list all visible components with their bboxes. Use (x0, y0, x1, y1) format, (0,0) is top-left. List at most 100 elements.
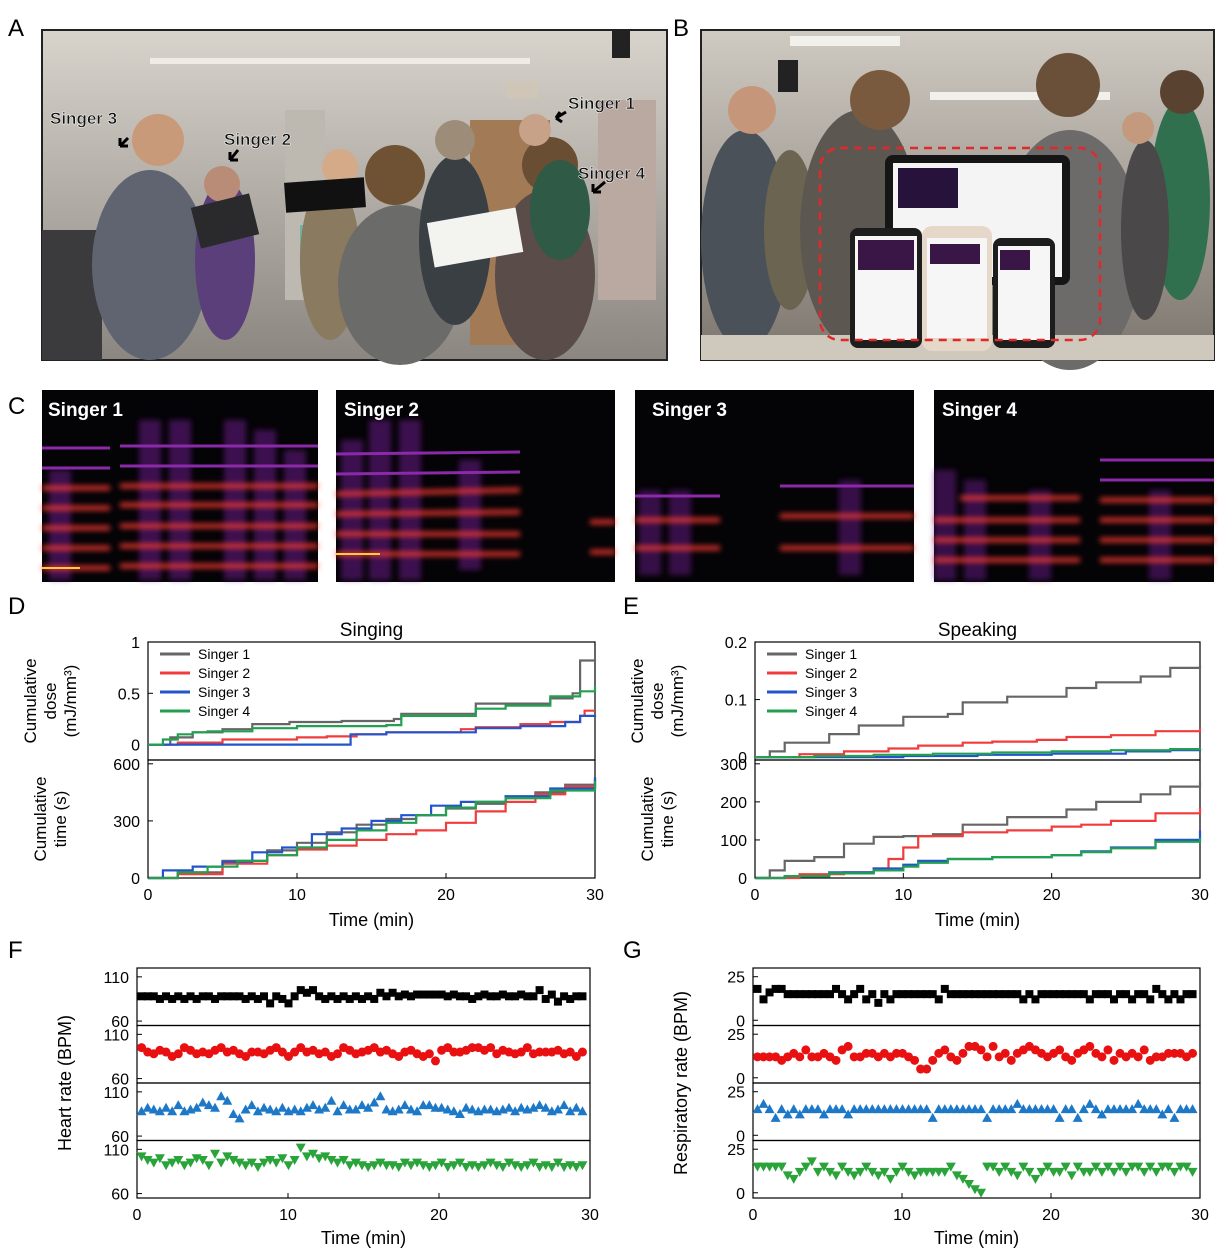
data-point-g-row-1 (1146, 995, 1155, 1004)
data-point-f-row-3 (381, 1104, 392, 1114)
data-point-f-row-4 (222, 1152, 233, 1162)
data-point-f-row-1 (321, 994, 330, 1003)
data-point-g-row-3 (1066, 1104, 1077, 1114)
plot-row-frame-g-4 (752, 1139, 1201, 1199)
data-point-g-row-2 (1133, 1052, 1143, 1062)
data-point-g-row-1 (807, 990, 816, 999)
data-point-f-row-3 (363, 1102, 374, 1112)
data-point-g-row-1 (934, 995, 943, 1004)
data-point-g-row-2 (1006, 1055, 1016, 1065)
data-point-g-row-4 (951, 1171, 962, 1181)
y-tick-label-f-row-4: 110 (103, 1142, 129, 1159)
spectrogram-label-singer-4: Singer 4 (942, 400, 1017, 421)
panel-letter-g: G (623, 937, 642, 964)
axis-label-y-d-top: Cumulative (21, 658, 40, 743)
data-point-f-row-1 (541, 994, 550, 1003)
y-tick-label-e-top: 0.2 (725, 635, 747, 652)
y-tick-label-g-row-4: 25 (727, 1142, 745, 1159)
data-point-f-row-3 (436, 1102, 447, 1112)
data-point-f-row-3 (332, 1106, 343, 1116)
data-point-g-row-1 (1116, 990, 1125, 999)
data-point-g-row-1 (928, 990, 937, 999)
data-point-f-row-1 (180, 994, 189, 1003)
data-point-f-row-1 (547, 990, 556, 999)
data-point-g-row-3 (1151, 1104, 1162, 1114)
data-point-f-row-1 (155, 994, 164, 1003)
series-line-d-top-singer-4 (148, 686, 597, 746)
data-point-f-row-4 (295, 1143, 306, 1153)
data-point-g-row-3 (782, 1109, 793, 1119)
data-point-g-row-3 (776, 1104, 787, 1114)
data-point-g-row-1 (862, 995, 871, 1004)
data-point-f-row-1 (162, 992, 171, 1001)
data-point-f-row-1 (480, 990, 489, 999)
data-point-f-row-3 (216, 1091, 227, 1101)
axis-label-y-e-top: (mJ/mm³) (668, 665, 687, 738)
spectrogram-label-singer-1: Singer 1 (48, 400, 123, 421)
data-point-g-row-3 (1096, 1109, 1107, 1119)
data-point-g-row-1 (777, 984, 786, 993)
photo-b (700, 29, 1215, 370)
data-point-f-row-1 (198, 992, 207, 1001)
data-point-g-row-2 (940, 1045, 950, 1055)
data-point-g-row-4 (945, 1162, 956, 1172)
y-tick-label-e-bottom: 300 (720, 757, 747, 774)
data-point-g-row-4 (1066, 1171, 1077, 1181)
data-point-g-row-3 (1133, 1098, 1144, 1108)
data-point-g-row-4 (909, 1171, 920, 1181)
data-point-f-row-4 (173, 1155, 184, 1165)
data-point-f-row-1 (560, 992, 569, 1001)
data-point-f-row-3 (277, 1102, 288, 1112)
data-point-g-row-1 (1049, 990, 1058, 999)
data-point-g-row-1 (946, 990, 955, 999)
data-point-g-row-1 (1158, 990, 1167, 999)
data-point-g-row-1 (1073, 990, 1082, 999)
spectrogram-singer-2: Singer 2 (335, 390, 615, 582)
data-point-g-row-3 (1084, 1098, 1095, 1108)
y-tick-label-g-row-3: 0 (736, 1128, 745, 1145)
data-point-f-row-1 (235, 992, 244, 1001)
data-point-g-row-1 (910, 990, 919, 999)
data-point-g-row-3 (752, 1104, 763, 1114)
data-point-f-row-1 (327, 992, 336, 1001)
data-point-g-row-4 (812, 1167, 823, 1177)
data-point-f-row-1 (474, 992, 483, 1001)
data-point-g-row-4 (976, 1188, 987, 1198)
y-tick-label-f-row-4: 60 (111, 1187, 129, 1204)
data-point-f-row-4 (167, 1158, 178, 1168)
data-point-g-row-2 (988, 1041, 998, 1051)
data-point-f-row-3 (454, 1108, 465, 1118)
spectrogram-singer-4: Singer 4 (934, 390, 1214, 582)
data-point-g-row-2 (1109, 1055, 1119, 1065)
data-point-f-row-1 (419, 990, 428, 999)
x-tick-label-e: 0 (751, 887, 760, 904)
data-point-g-row-2 (1097, 1052, 1107, 1062)
data-point-g-row-4 (1115, 1162, 1126, 1172)
data-point-f-row-3 (405, 1104, 416, 1114)
data-point-g-row-1 (977, 990, 986, 999)
photo-a-label-singer-3: Singer 3 (50, 109, 117, 128)
data-point-f-row-4 (234, 1158, 245, 1168)
data-point-f-row-1 (523, 992, 532, 1001)
data-point-f-row-1 (455, 992, 464, 1001)
data-point-g-row-1 (1007, 990, 1016, 999)
data-point-f-row-3 (228, 1108, 239, 1118)
data-point-g-row-4 (1024, 1167, 1035, 1177)
data-point-f-row-3 (271, 1106, 282, 1116)
data-point-f-row-1 (266, 999, 275, 1008)
data-point-f-row-4 (210, 1149, 221, 1159)
data-point-g-row-4 (788, 1174, 799, 1184)
data-point-f-row-4 (142, 1155, 153, 1165)
data-point-f-row-1 (253, 994, 262, 1003)
data-point-f-row-4 (307, 1149, 318, 1159)
data-point-g-row-4 (1030, 1174, 1041, 1184)
chart-title-d: Singing (340, 620, 403, 641)
y-tick-label-d-bottom: 600 (113, 757, 140, 774)
data-point-f-row-4 (424, 1163, 435, 1173)
y-tick-label-e-bottom: 200 (720, 795, 747, 812)
data-point-g-row-1 (856, 984, 865, 993)
y-tick-label-f-row-2: 110 (103, 1027, 129, 1044)
data-point-g-row-4 (970, 1185, 981, 1195)
legend-label-d-singer-1: Singer 1 (198, 646, 250, 662)
